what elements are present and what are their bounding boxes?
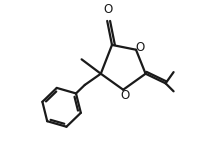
Text: O: O xyxy=(135,41,144,54)
Text: O: O xyxy=(103,3,113,16)
Text: O: O xyxy=(120,89,129,102)
